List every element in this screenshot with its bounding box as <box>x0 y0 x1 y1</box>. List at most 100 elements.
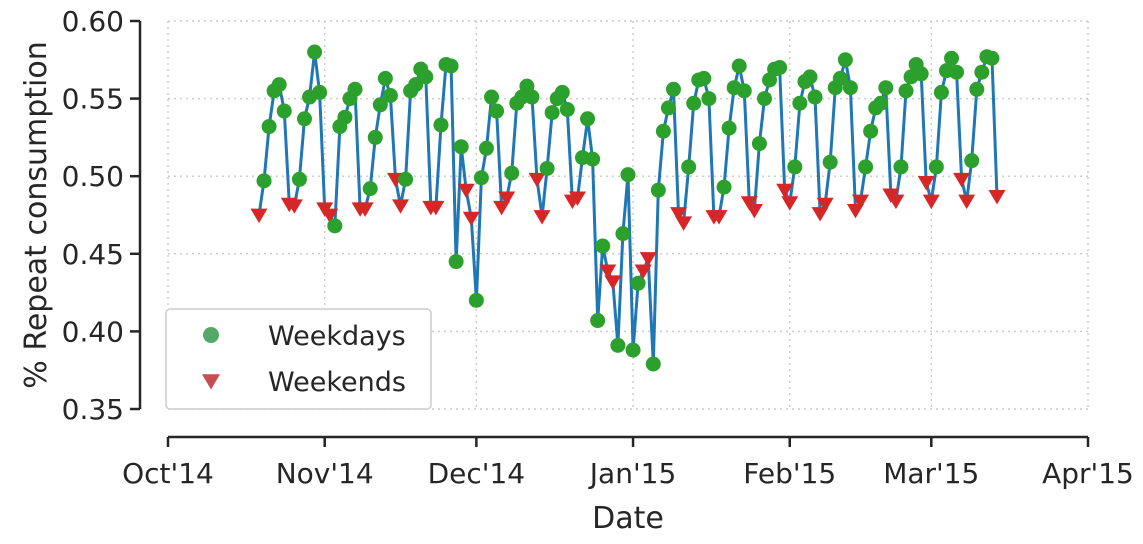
x-tick-label-6: Apr'15 <box>1042 457 1134 490</box>
weekday-point-71 <box>610 337 626 353</box>
weekday-point-29 <box>398 171 414 187</box>
weekday-point-4 <box>271 77 287 93</box>
weekday-point-22 <box>362 181 378 197</box>
x-axis-title: Date <box>592 501 664 536</box>
weekend-point-14 <box>321 208 339 224</box>
weekend-point-91 <box>710 210 728 225</box>
weekday-point-5 <box>276 103 292 119</box>
weekday-point-79 <box>650 182 666 198</box>
y-tick-label-5: 0.60 <box>62 5 124 38</box>
weekday-point-137 <box>944 50 960 66</box>
weekday-point-47 <box>489 103 505 119</box>
x-tick-label-1: Nov'14 <box>276 457 374 490</box>
weekday-point-11 <box>307 44 323 60</box>
legend-box <box>165 308 432 410</box>
weekday-point-103 <box>772 60 788 76</box>
x-tick-label-4: Feb'15 <box>743 457 836 490</box>
weekday-point-45 <box>478 140 494 156</box>
weekday-point-145 <box>984 50 1000 66</box>
legend: Weekdays Weekends <box>165 308 432 410</box>
weekday-point-81 <box>660 100 676 116</box>
weekday-point-80 <box>655 123 671 139</box>
weekday-point-46 <box>484 89 500 105</box>
weekend-point-83 <box>670 207 688 222</box>
weekend-point-105 <box>781 196 799 211</box>
weekend-point-21 <box>356 202 374 217</box>
weekend-point-70 <box>604 275 622 290</box>
weekday-point-141 <box>964 153 980 169</box>
x-tick-label-0: Oct'14 <box>122 457 214 490</box>
weekday-point-143 <box>974 64 990 80</box>
weekday-point-39 <box>448 254 464 270</box>
weekday-point-36 <box>433 117 449 133</box>
weekday-point-23 <box>367 129 383 145</box>
weekend-point-112 <box>816 197 834 213</box>
weekend-point-77 <box>639 252 657 267</box>
legend-label-weekdays: Weekdays <box>268 321 406 352</box>
y-tick-label-1: 0.40 <box>62 315 124 348</box>
weekend-point-41 <box>457 183 475 199</box>
weekday-point-43 <box>468 292 484 308</box>
weekday-point-134 <box>928 159 944 175</box>
weekday-point-86 <box>686 95 702 111</box>
weekday-point-116 <box>837 52 853 68</box>
weekday-point-110 <box>807 89 823 105</box>
weekday-point-120 <box>858 159 874 175</box>
weekday-point-128 <box>898 83 914 99</box>
weekend-point-56 <box>533 210 551 225</box>
weekday-point-33 <box>418 69 434 85</box>
y-tick-label-4: 0.55 <box>62 83 124 116</box>
weekend-point-146 <box>988 190 1006 205</box>
weekday-point-85 <box>681 159 697 175</box>
weekend-point-76 <box>634 264 652 279</box>
x-tick-label-2: Dec'14 <box>428 457 526 490</box>
weekend-point-140 <box>958 194 976 210</box>
weekday-point-88 <box>696 70 712 86</box>
weekend-point-84 <box>675 216 693 231</box>
x-ticks: Oct'14 Nov'14 Dec'14 Jan'15 Feb'15 Mar'15 Apr'… <box>122 437 1134 490</box>
series-markers <box>250 44 1006 372</box>
weekend-point-63 <box>568 191 586 207</box>
weekday-point-107 <box>792 95 808 111</box>
y-tick-label-3: 0.50 <box>62 160 124 193</box>
weekend-point-133 <box>922 194 940 210</box>
legend-label-weekends: Weekends <box>268 367 406 398</box>
weekday-point-100 <box>756 91 772 107</box>
weekday-point-96 <box>736 83 752 99</box>
weekday-point-58 <box>544 105 560 121</box>
weekend-point-49 <box>498 191 516 207</box>
weekday-point-99 <box>751 136 767 152</box>
weekend-point-7 <box>285 199 303 214</box>
weekday-point-15 <box>327 218 343 234</box>
weekday-point-106 <box>787 159 803 175</box>
weekday-point-8 <box>291 171 307 187</box>
weekend-point-69 <box>599 264 617 279</box>
weekday-point-66 <box>585 151 601 167</box>
y-ticks: 0.35 0.40 0.45 0.50 0.55 0.60 <box>62 5 140 426</box>
weekday-point-40 <box>453 139 469 155</box>
weekday-point-117 <box>842 80 858 96</box>
weekday-point-73 <box>620 167 636 183</box>
weekend-point-132 <box>917 176 935 191</box>
weekday-point-72 <box>615 226 631 242</box>
weekday-point-131 <box>913 66 929 82</box>
weekday-point-138 <box>949 64 965 80</box>
weekday-point-65 <box>580 111 596 127</box>
weekday-point-31 <box>408 77 424 93</box>
axes <box>138 21 1088 439</box>
weekday-point-25 <box>377 70 393 86</box>
weekday-point-124 <box>878 80 894 96</box>
weekday-point-2 <box>261 119 277 135</box>
weekend-point-28 <box>392 199 410 214</box>
weekday-point-82 <box>665 81 681 97</box>
weekday-point-26 <box>382 87 398 103</box>
x-tick-label-5: Mar'15 <box>883 457 979 490</box>
y-axis-title: % Repeat consumption <box>19 41 54 388</box>
weekday-point-54 <box>524 89 540 105</box>
weekday-point-142 <box>969 81 985 97</box>
weekday-point-67 <box>590 313 606 329</box>
weekday-point-135 <box>933 84 949 100</box>
weekday-point-44 <box>473 170 489 186</box>
y-tick-label-0: 0.35 <box>62 393 124 426</box>
